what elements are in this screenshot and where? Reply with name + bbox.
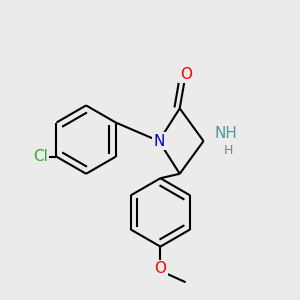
Text: H: H [224, 143, 233, 157]
Text: NH: NH [214, 126, 237, 141]
Text: N: N [153, 134, 165, 148]
Text: O: O [154, 261, 166, 276]
Text: Cl: Cl [33, 149, 48, 164]
Text: O: O [180, 67, 192, 82]
